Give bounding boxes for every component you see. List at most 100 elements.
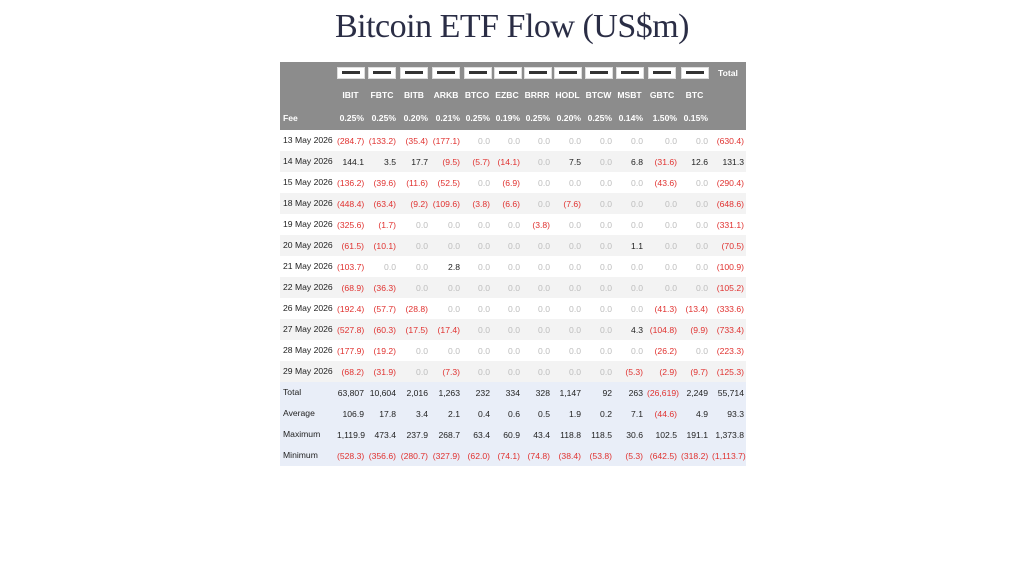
fee: 0.19% <box>492 106 522 130</box>
row-label: 27 May 2026 <box>280 319 335 340</box>
flow-cell: 1,147 <box>552 382 583 403</box>
flow-cell: 0.0 <box>508 135 520 146</box>
flow-cell: (527.8) <box>335 319 366 340</box>
flow-cell: 92 <box>583 382 614 403</box>
flow-cell: 0.0 <box>631 219 643 230</box>
flow-cell: (280.7) <box>398 445 430 466</box>
fee: 0.25% <box>335 106 366 130</box>
flow-cell: 0.0 <box>696 261 708 272</box>
ticker: IBIT <box>335 84 366 106</box>
flow-cell: (630.4) <box>716 135 744 146</box>
flow-cell: 2,016 <box>398 382 430 403</box>
logo-cell <box>462 62 492 84</box>
flow-cell: (5.3) <box>614 361 645 382</box>
flow-cell: 0.0 <box>696 345 708 356</box>
blank-cell <box>710 106 746 130</box>
fund-logo <box>368 67 396 79</box>
ticker: HODL <box>552 84 583 106</box>
flow-cell: 118.5 <box>583 424 614 445</box>
fee: 1.50% <box>645 106 679 130</box>
flow-cell: 0.0 <box>416 345 428 356</box>
flow-cell: 0.0 <box>583 361 614 382</box>
ticker: ARKB <box>430 84 462 106</box>
row-label: Minimum <box>280 445 335 466</box>
flow-cell: (74.8) <box>522 445 552 466</box>
fee: 0.25% <box>583 106 614 130</box>
logo-cell <box>492 62 522 84</box>
flow-cell: 0.0 <box>384 261 396 272</box>
flow-cell: (331.1) <box>716 219 744 230</box>
flow-cell: (61.5) <box>335 235 366 256</box>
flow-cell: 0.0 <box>478 261 490 272</box>
title: Bitcoin ETF Flow (US$m) <box>334 8 690 45</box>
flow-cell: 0.0 <box>522 319 552 340</box>
flow-cell: 263 <box>614 382 645 403</box>
flow-cell: 0.0 <box>645 277 679 298</box>
flow-cell: 328 <box>522 382 552 403</box>
flow-cell: 118.8 <box>552 424 583 445</box>
fee: 0.15% <box>679 106 710 130</box>
flow-cell: 7.5 <box>552 151 583 172</box>
flow-cell: (14.1) <box>492 151 522 172</box>
flow-cell: 10,604 <box>366 382 398 403</box>
fund-logo <box>464 67 492 79</box>
ticker: GBTC <box>645 84 679 106</box>
flow-cell: 0.0 <box>614 277 645 298</box>
logo-mark <box>621 71 639 74</box>
flow-cell: (35.4) <box>405 135 428 146</box>
flow-cell: 102.5 <box>645 424 679 445</box>
logo-cell <box>679 62 710 84</box>
total-header: Total <box>710 62 746 84</box>
flow-cell: 17.7 <box>398 151 430 172</box>
flow-cell: (104.8) <box>645 319 679 340</box>
flow-cell: (19.2) <box>373 345 396 356</box>
flow-cell: 0.0 <box>492 319 522 340</box>
logo-cell <box>552 62 583 84</box>
fund-logo <box>494 67 522 79</box>
flow-cell: (528.3) <box>335 445 366 466</box>
flow-cell: 0.0 <box>430 277 462 298</box>
logo-cell <box>335 62 366 84</box>
fund-logo <box>337 67 365 79</box>
flow-cell: 63,807 <box>335 382 366 403</box>
ticker: MSBT <box>614 84 645 106</box>
data-row: 18 May 2026 (448.4) (63.4) (9.2) (109.6) (3.8… <box>280 193 746 214</box>
flow-cell: 3.4 <box>398 403 430 424</box>
row-label: 15 May 2026 <box>283 177 333 187</box>
flow-cell: (31.6) <box>645 151 679 172</box>
flow-cell: (356.6) <box>366 445 398 466</box>
logo-cell <box>430 62 462 84</box>
flow-cell: 0.0 <box>448 345 460 356</box>
flow-cell: (448.4) <box>335 193 366 214</box>
fee: 0.20% <box>552 106 583 130</box>
flow-cell: (9.5) <box>430 151 462 172</box>
flow-cell: 0.0 <box>600 177 612 188</box>
flow-cell: 0.0 <box>583 235 614 256</box>
fee: 0.25% <box>366 106 398 130</box>
logo-mark <box>499 71 517 74</box>
flow-cell: 0.0 <box>538 177 550 188</box>
flow-cell: 191.1 <box>679 424 710 445</box>
flow-cell: 0.0 <box>679 193 710 214</box>
flow-cell: (177.1) <box>432 135 460 146</box>
flow-cell: 0.0 <box>600 219 612 230</box>
flow-cell: 0.0 <box>600 345 612 356</box>
flow-cell: (5.3) <box>614 445 645 466</box>
flow-cell: (68.2) <box>335 361 366 382</box>
flow-cell: 0.0 <box>448 303 460 314</box>
summary-row: Maximum 1,119.9 473.4 237.9 268.7 63.4 60.9 43.… <box>280 424 746 445</box>
flow-cell: 0.5 <box>522 403 552 424</box>
flow-cell: 60.9 <box>492 424 522 445</box>
flow-cell: 0.0 <box>665 135 677 146</box>
logo-cell <box>614 62 645 84</box>
flow-cell: 0.0 <box>600 303 612 314</box>
flow-cell: 0.0 <box>569 303 581 314</box>
blank-cell <box>280 84 335 106</box>
fee: 0.25% <box>462 106 492 130</box>
flow-cell: (733.4) <box>710 319 746 340</box>
row-label: Total <box>280 382 335 403</box>
flow-cell: (26.2) <box>654 345 677 356</box>
flow-cell: (177.9) <box>337 345 365 356</box>
fund-logo <box>554 67 582 79</box>
data-row: 28 May 2026 (177.9) (19.2) 0.0 0.0 0.0 0.0 0.0 0… <box>280 340 746 361</box>
